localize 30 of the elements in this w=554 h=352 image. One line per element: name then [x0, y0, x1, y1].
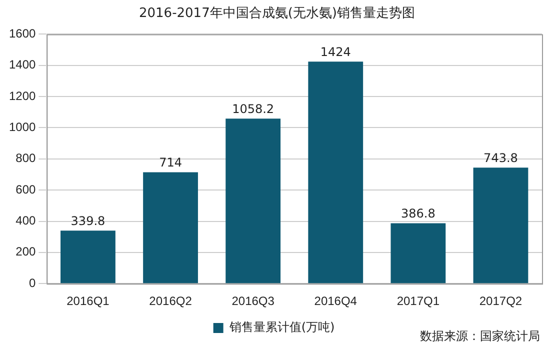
data-label: 339.8: [70, 214, 106, 228]
bar: [473, 168, 528, 284]
bar: [390, 223, 446, 284]
bar: [143, 172, 198, 284]
y-tick-label: 1000: [8, 120, 36, 134]
x-tick-label: 2017Q2: [479, 294, 522, 308]
y-tick-label: 1200: [8, 88, 36, 103]
x-tick-label: 2016Q4: [314, 294, 358, 308]
data-label: 714: [159, 155, 182, 170]
y-tick-label: 200: [16, 244, 36, 259]
data-label: 386.8: [400, 206, 436, 220]
data-label: 1058.2: [232, 102, 274, 116]
y-tick-label: 800: [16, 151, 36, 166]
data-label: 1424: [320, 44, 351, 59]
y-tick-label: 0: [29, 276, 36, 290]
x-tick-label: 2016Q3: [232, 294, 275, 308]
x-tick-label: 2016Q2: [149, 294, 192, 308]
y-tick-label: 400: [16, 214, 36, 228]
source-note: 数据来源：国家统计局: [420, 328, 540, 345]
bar: [308, 62, 364, 284]
data-label: 743.8: [484, 150, 518, 165]
y-tick-label: 1400: [8, 58, 36, 72]
y-tick-label: 600: [16, 182, 36, 196]
x-tick-label: 2017Q1: [396, 294, 440, 308]
bar: [226, 118, 281, 284]
chart-title: 2016-2017年中国合成氨(无水氨)销售量走势图: [138, 5, 416, 22]
x-tick-label: 2016Q1: [66, 294, 110, 308]
y-tick-label: 1600: [8, 26, 36, 41]
bar: [60, 230, 116, 284]
legend-label: 销售量累计值(万吨): [228, 320, 335, 334]
